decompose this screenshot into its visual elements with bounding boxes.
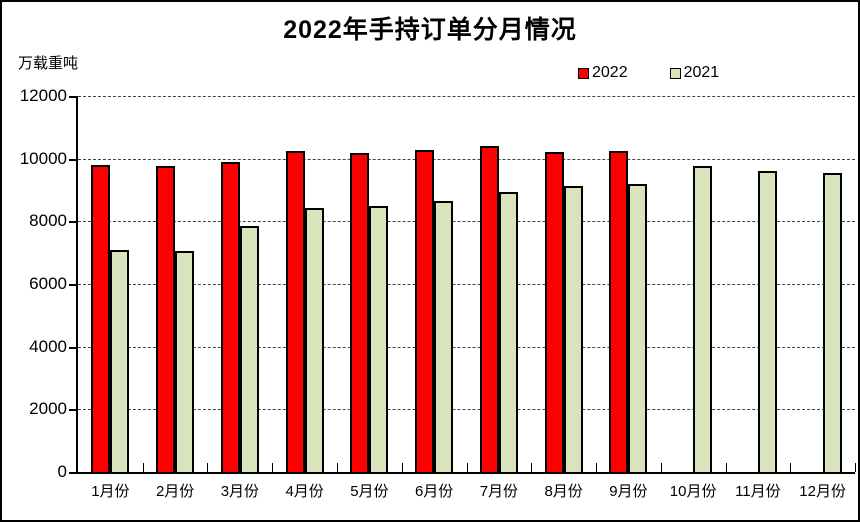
bar-group-4月份 — [272, 96, 337, 472]
x-tick-10 — [725, 463, 727, 472]
x-axis-label-6月份: 6月份 — [414, 483, 454, 500]
bar-group-12月份 — [790, 96, 855, 472]
bar-2022-2月份 — [156, 166, 176, 472]
bar-2022-9月份 — [609, 150, 629, 472]
gridline-10000 — [78, 158, 855, 160]
bar-2021-3月份 — [239, 226, 259, 472]
legend-swatch-2022 — [578, 67, 589, 79]
bar-2022-3月份 — [220, 161, 240, 472]
bar-group-10月份 — [661, 96, 726, 472]
x-axis-label-9月份: 9月份 — [609, 483, 648, 500]
x-axis-label-11月份: 11月份 — [735, 483, 781, 500]
y-axis-tick-label: 12000 — [19, 86, 67, 105]
y-axis-tick-label: 8000 — [29, 211, 67, 231]
bar-group-9月份 — [596, 96, 661, 472]
bar-2022-4月份 — [285, 151, 305, 472]
bar-group-8月份 — [531, 96, 596, 472]
chart-title: 2022年手持订单分月情况 — [283, 16, 577, 44]
gridline-2000 — [78, 409, 855, 411]
x-axis-label-12月份: 12月份 — [799, 483, 846, 500]
x-tick-11 — [790, 463, 792, 472]
x-tick-12 — [855, 463, 856, 472]
x-axis-labels: 1月份 2月份 3月份 4月份 5月份 6月份 7月份 8月份 9月份 10月份 11月份 12月份 — [78, 480, 855, 501]
x-tick-3 — [272, 463, 274, 472]
y-tick-8000 — [69, 221, 77, 224]
gridline-4000 — [78, 346, 855, 348]
bar-2021-5月份 — [369, 205, 389, 472]
x-axis-label-8月份: 8月份 — [544, 483, 583, 500]
y-tick-6000 — [69, 284, 77, 286]
bar-2022-6月份 — [415, 149, 435, 472]
x-axis-label-10月份: 10月份 — [669, 483, 717, 500]
bar-2021-6月份 — [434, 200, 454, 472]
y-tick-12000 — [69, 96, 77, 98]
x-tick-9 — [660, 463, 662, 472]
gridline-8000 — [78, 221, 855, 223]
bar-2021-4月份 — [304, 208, 324, 472]
bars-layer — [78, 96, 855, 472]
x-tick-5 — [401, 463, 403, 472]
bar-2021-2月份 — [175, 251, 195, 472]
y-axis-tick-label: 0 — [57, 462, 67, 481]
bar-2022-5月份 — [350, 152, 370, 472]
bar-2021-1月份 — [110, 250, 130, 472]
bar-2021-9月份 — [628, 183, 648, 472]
x-axis-label-1月份: 1月份 — [91, 483, 130, 500]
x-tick-7 — [531, 463, 533, 472]
bar-group-11月份 — [726, 96, 791, 472]
legend-label-2022: 2022 — [592, 64, 628, 81]
bar-2021-7月份 — [498, 191, 518, 472]
legend-item-2021: 2021 — [669, 64, 720, 82]
y-tick-10000 — [69, 158, 77, 161]
x-tick-4 — [336, 463, 338, 472]
bar-2021-11月份 — [757, 170, 777, 472]
y-axis-tick-label: 4000 — [29, 336, 67, 356]
gridline-6000 — [78, 284, 855, 285]
gridline-12000 — [78, 96, 855, 97]
bar-2022-1月份 — [91, 164, 111, 472]
x-axis-label-4月份: 4月份 — [285, 483, 324, 500]
y-axis-tick-label: 2000 — [29, 399, 67, 419]
bar-2021-8月份 — [563, 186, 583, 472]
legend-swatch-2021 — [669, 67, 681, 79]
x-tick-8 — [595, 463, 597, 472]
bar-group-2月份 — [143, 96, 208, 472]
y-tick-2000 — [69, 409, 77, 412]
plot-area: 0 2000 4000 6000 8000 10000 12000 1月份 2月份 3月份 4月份… — [20, 86, 856, 500]
y-tick-0 — [69, 472, 77, 474]
legend-item-2022: 2022 — [578, 64, 628, 82]
bar-2022-8月份 — [544, 152, 564, 472]
legend-label-2021: 2021 — [683, 64, 720, 81]
x-axis-label-2月份: 2月份 — [155, 483, 195, 500]
x-axis-label-7月份: 7月份 — [479, 483, 519, 500]
legend: 2022 2021 — [578, 64, 719, 82]
bar-2021-12月份 — [822, 172, 842, 472]
y-axis-tick-label: 6000 — [29, 274, 67, 293]
bar-2022-7月份 — [479, 146, 499, 472]
x-tick-2 — [207, 463, 209, 472]
bar-group-5月份 — [337, 96, 402, 472]
x-axis-label-3月份: 3月份 — [220, 483, 260, 500]
y-axis-unit-label: 万载重吨 — [18, 55, 79, 72]
bar-group-1月份 — [78, 96, 143, 472]
bar-group-3月份 — [208, 96, 273, 472]
x-tick-1 — [142, 463, 144, 472]
y-tick-4000 — [69, 346, 77, 349]
x-axis-label-5月份: 5月份 — [350, 483, 389, 500]
y-axis-tick-label: 10000 — [19, 148, 67, 168]
x-tick-6 — [466, 463, 468, 472]
bar-2021-10月份 — [693, 166, 713, 472]
bar-group-7月份 — [467, 96, 532, 472]
bar-group-6月份 — [402, 96, 467, 472]
